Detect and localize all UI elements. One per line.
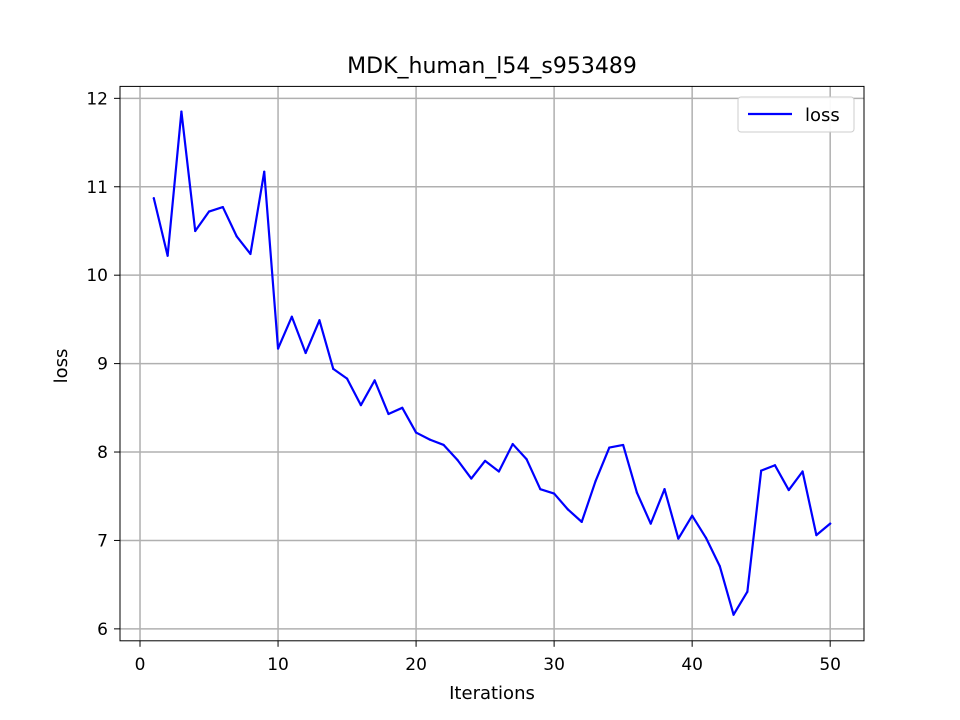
data-point-loss xyxy=(635,491,639,494)
data-point-loss xyxy=(829,522,832,525)
x-axis-label: Iterations xyxy=(449,683,535,704)
data-point-loss xyxy=(746,590,749,593)
data-point-loss xyxy=(718,564,721,568)
data-point-loss xyxy=(815,534,818,537)
x-tick-label: 40 xyxy=(681,655,703,675)
data-point-loss xyxy=(345,377,349,380)
data-point-loss xyxy=(580,520,583,523)
data-line-layer xyxy=(152,110,832,616)
data-point-loss xyxy=(539,488,542,491)
x-tick-label: 50 xyxy=(819,655,841,675)
data-point-loss xyxy=(152,197,155,200)
data-point-loss xyxy=(290,315,293,318)
data-point-loss xyxy=(359,404,362,407)
data-point-loss xyxy=(760,469,763,472)
y-tick-label: 8 xyxy=(97,443,108,463)
data-point-loss xyxy=(622,443,625,447)
data-point-loss xyxy=(677,537,680,540)
data-point-loss xyxy=(180,110,183,113)
data-point-loss xyxy=(497,470,501,473)
legend-label-loss: loss xyxy=(805,105,840,126)
data-point-loss xyxy=(553,492,556,495)
data-point-loss xyxy=(428,438,431,441)
y-axis-label: loss xyxy=(51,349,72,384)
data-point-loss xyxy=(221,205,224,209)
data-point-loss xyxy=(483,459,487,462)
data-point-loss xyxy=(691,514,694,517)
data-point-loss xyxy=(276,347,280,350)
series-line-loss xyxy=(152,110,832,616)
data-point-loss xyxy=(332,367,335,371)
data-point-loss xyxy=(511,442,514,446)
data-point-loss xyxy=(608,446,611,449)
data-point-loss xyxy=(732,613,735,616)
legend-box xyxy=(737,96,855,133)
data-point-loss xyxy=(304,351,307,355)
x-axis-ticks: 0 10 20 30 40 50 xyxy=(135,640,841,675)
data-point-loss xyxy=(787,488,790,492)
data-point-loss xyxy=(442,443,445,447)
x-tick-label: 0 xyxy=(135,655,146,675)
y-tick-label: 9 xyxy=(97,355,108,375)
data-point-loss xyxy=(401,406,404,409)
data-point-loss xyxy=(801,470,804,473)
data-point-loss xyxy=(566,508,570,511)
data-point-loss xyxy=(414,431,418,434)
y-tick-label: 11 xyxy=(86,178,108,198)
data-point-loss xyxy=(704,536,708,539)
chart-title: MDK_human_l54_s953489 xyxy=(347,54,637,79)
data-point-loss xyxy=(373,379,376,382)
data-point-loss xyxy=(525,457,528,461)
data-point-loss xyxy=(166,254,169,257)
data-point-loss xyxy=(594,480,597,483)
data-point-loss xyxy=(470,477,473,480)
data-point-loss xyxy=(235,235,238,238)
data-point-loss xyxy=(207,210,211,213)
data-point-loss xyxy=(249,252,252,256)
x-tick-label: 20 xyxy=(405,655,427,675)
data-point-loss xyxy=(194,229,197,233)
grid-lines xyxy=(120,86,864,641)
x-tick-label: 30 xyxy=(543,655,565,675)
y-tick-label: 7 xyxy=(97,531,108,551)
data-point-loss xyxy=(773,464,777,467)
data-point-loss xyxy=(387,412,390,416)
data-point-loss xyxy=(649,522,652,525)
x-tick-label: 10 xyxy=(267,655,289,675)
y-tick-label: 10 xyxy=(86,266,108,286)
data-point-loss xyxy=(456,458,459,462)
data-point-loss xyxy=(663,488,666,491)
y-tick-label: 6 xyxy=(97,620,108,640)
y-axis-ticks: 6 7 8 9 10 11 12 xyxy=(86,89,120,640)
y-tick-label: 12 xyxy=(86,89,108,109)
legend: loss xyxy=(737,96,855,133)
data-point-loss xyxy=(263,170,266,173)
data-point-loss xyxy=(318,319,321,322)
